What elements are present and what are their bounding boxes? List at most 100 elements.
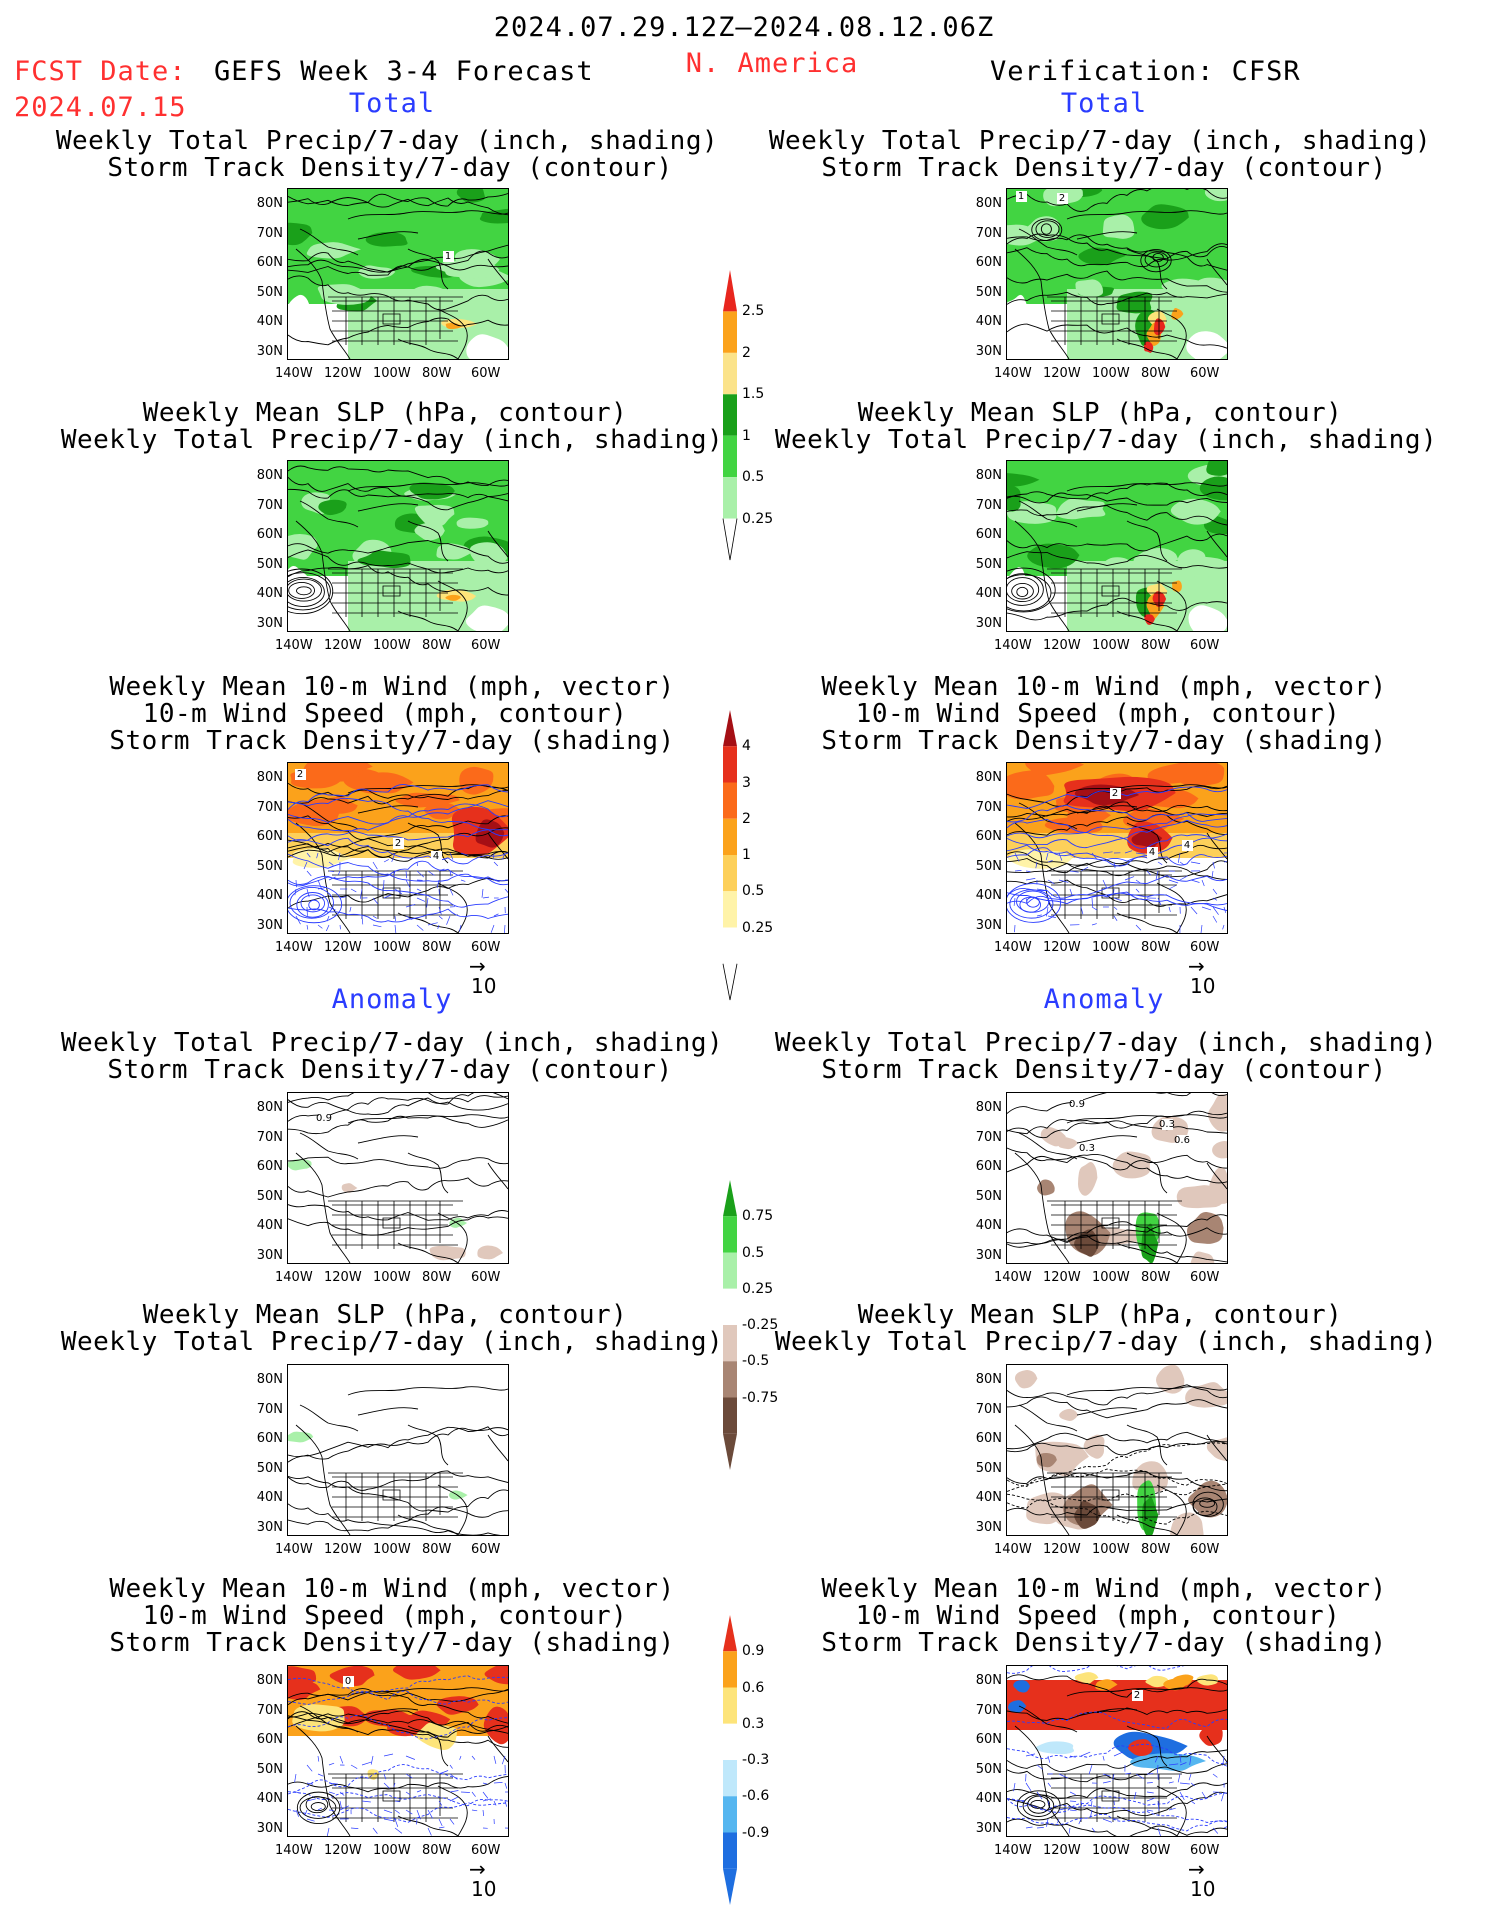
lon-tick-label: 100W	[1092, 1843, 1130, 1858]
colorbar-storm-total-label: 2	[742, 810, 751, 827]
colorbar-precip-anomaly-segment	[723, 1216, 737, 1253]
lon-tick-label: 80W	[1141, 1843, 1171, 1858]
heavy-precip	[445, 322, 463, 330]
lon-tick-label: 120W	[1043, 366, 1081, 381]
lat-tick-label: 50N	[256, 284, 283, 300]
map-panel	[287, 460, 509, 632]
lat-tick-label: 50N	[256, 1761, 283, 1777]
lat-tick-label: 70N	[256, 1401, 283, 1417]
shading-area	[477, 1245, 503, 1260]
shading-area	[465, 605, 508, 631]
shading-area	[1141, 204, 1189, 230]
colorbar-storm-anomaly-segment	[723, 1832, 737, 1869]
map-panel	[287, 1364, 509, 1536]
lat-tick-label: 50N	[975, 1460, 1002, 1476]
lon-tick-label: 80W	[1141, 940, 1171, 955]
lon-tick-label: 100W	[1092, 366, 1130, 381]
lat-tick-label: 40N	[975, 586, 1002, 601]
title-p5-right-line1: Weekly Mean SLP (hPa, contour)	[857, 1300, 1343, 1330]
lat-tick-label: 40N	[975, 1490, 1002, 1505]
lon-tick-label: 100W	[373, 638, 411, 653]
state-borders	[1047, 1472, 1182, 1521]
contour-lines	[1007, 1093, 1227, 1263]
lat-tick-label: 30N	[975, 343, 1002, 359]
map-canvas: 2 2 4	[288, 763, 508, 933]
section-total-left: Total	[348, 88, 436, 119]
lat-tick-label: 50N	[256, 1188, 283, 1204]
colorbar-precip-total-segment	[723, 435, 737, 478]
contour-lines	[288, 782, 508, 909]
lat-tick-label: 50N	[975, 1188, 1002, 1204]
shading-area	[1059, 1408, 1078, 1421]
coastlines	[295, 482, 508, 631]
map-panel	[1006, 460, 1228, 632]
contour-loops	[1140, 249, 1172, 273]
lon-tick-label: 100W	[1092, 940, 1130, 955]
colorbar-precip-anomaly-label: 0.25	[742, 1280, 774, 1297]
colorbar-precip-total-label: 0.25	[742, 510, 774, 527]
lon-tick-label: 100W	[1092, 638, 1130, 653]
lon-tick-label: 80W	[422, 1270, 452, 1285]
wind-vectors	[1013, 850, 1227, 933]
lat-tick-label: 60N	[256, 1159, 283, 1174]
shading-area	[1199, 1726, 1223, 1746]
contour-label-bg	[295, 769, 306, 780]
shading-area	[1056, 498, 1106, 520]
colorbar-storm-anomaly-bottom-triangle	[723, 1868, 737, 1905]
colorbar-precip-anomaly-label: -0.5	[742, 1353, 770, 1370]
shading-area	[288, 294, 310, 345]
lat-tick-label: 30N	[975, 1820, 1002, 1836]
vector-ref-value: 10	[1190, 974, 1216, 998]
shading-area	[1188, 605, 1227, 631]
colorbar-storm-total-segment	[723, 927, 737, 964]
lat-tick-label: 70N	[975, 1129, 1002, 1145]
lon-tick-label: 120W	[324, 1542, 362, 1557]
lat-tick-label: 70N	[256, 1702, 283, 1718]
lon-tick-label: 60W	[471, 1843, 501, 1858]
map-panel: 2 2 4	[287, 762, 509, 934]
wind-vectors	[294, 1753, 508, 1836]
lat-tick-label: 60N	[975, 829, 1002, 844]
coastlines	[1014, 1114, 1227, 1263]
contour-label-bg	[1177, 1135, 1188, 1146]
vector-ref-value: 10	[471, 974, 497, 998]
shading-area	[456, 517, 489, 529]
title-p4-right-line1: Weekly Total Precip/7-day (inch, shading…	[774, 1028, 1438, 1058]
colorbar-storm-anomaly-label: -0.6	[742, 1788, 770, 1805]
lat-tick-label: 30N	[975, 1247, 1002, 1263]
lat-tick-label: 80N	[256, 1100, 283, 1115]
title-p1-right-line2: Storm Track Density/7-day (contour)	[821, 153, 1387, 183]
lat-tick-label: 30N	[256, 615, 283, 631]
lon-tick-label: 100W	[373, 1843, 411, 1858]
lon-tick-label: 80W	[1141, 366, 1171, 381]
lon-tick-label: 60W	[471, 940, 501, 955]
lat-tick-label: 70N	[256, 1129, 283, 1145]
shading-area	[466, 334, 508, 359]
title-p3-right-line1: Weekly Mean 10-m Wind (mph, vector)	[821, 672, 1387, 702]
lat-tick-label: 40N	[256, 888, 283, 903]
lon-tick-label: 120W	[1043, 1270, 1081, 1285]
lat-tick-label: 30N	[256, 1519, 283, 1535]
lon-tick-label: 100W	[373, 1270, 411, 1285]
contour-label: 0.9	[316, 1113, 332, 1124]
colorbar-storm-total-label: 3	[742, 774, 751, 791]
map-panel	[1006, 1364, 1228, 1536]
title-p6-left-line2: 10-m Wind Speed (mph, contour)	[142, 1601, 628, 1631]
map-panel: 0.9	[287, 1092, 509, 1264]
heavy-precip	[1144, 614, 1155, 625]
colorbar-storm-anomaly-segment	[723, 1760, 737, 1797]
lon-tick-label: 60W	[471, 1270, 501, 1285]
lat-tick-label: 80N	[975, 1100, 1002, 1115]
shading-area	[1007, 484, 1021, 512]
colorbar-precip-total-label: 1.5	[742, 386, 765, 403]
lat-tick-label: 70N	[975, 497, 1002, 513]
shading-area	[357, 550, 411, 569]
lat-tick-label: 60N	[256, 1732, 283, 1747]
colorbar-precip-total-label: 2.5	[742, 303, 765, 320]
contour-label: 2	[1059, 193, 1065, 204]
colorbar-precip-total-label: 2	[742, 344, 751, 361]
shading-area	[1008, 1700, 1027, 1713]
contour-label-bg	[1110, 788, 1121, 799]
shading-area	[306, 242, 361, 259]
